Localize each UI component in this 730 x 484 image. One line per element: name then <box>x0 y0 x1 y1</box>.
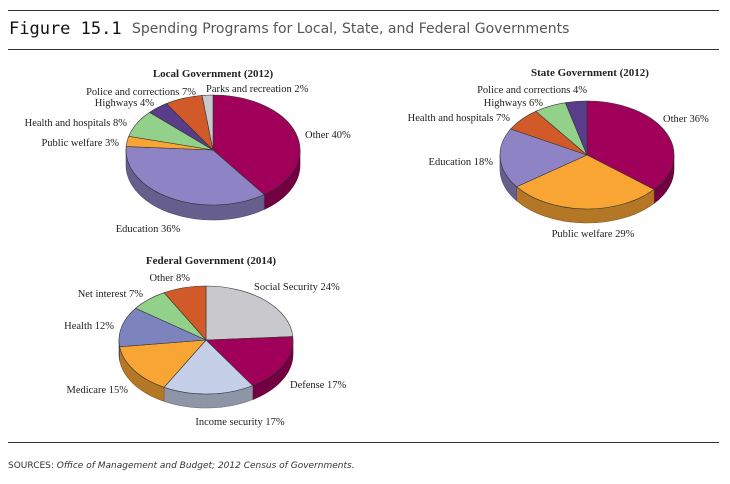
pie-chart-3: Federal Government (2014) Social Security… <box>64 255 346 428</box>
figure-title: Spending Programs for Local, State, and … <box>132 21 570 37</box>
pie-label-1-7: Parks and recreation 2% <box>206 84 309 95</box>
pie-slice-2-1 <box>586 100 675 190</box>
pie-slice-2-6 <box>564 100 588 156</box>
sources-text: Office of Management and Budget; 2012 Ce… <box>56 461 355 471</box>
pie-slice-2-3 <box>499 128 588 188</box>
pie-slice-1-2 <box>125 146 265 206</box>
title-rule <box>8 49 719 50</box>
pie-title-1: Local Government (2012) <box>153 68 274 80</box>
pie-slice-3-1 <box>205 285 294 341</box>
pie-label-2-4: Health and hospitals 7% <box>408 113 511 124</box>
bottom-rule <box>8 442 719 443</box>
pie-chart-2: State Government (2012) Other 36% Public w… <box>408 67 709 240</box>
pie-label-3-4: Medicare 15% <box>66 385 128 396</box>
pie-label-3-3: Income security 17% <box>195 417 284 428</box>
sources-note: SOURCES: Office of Management and Budget… <box>8 461 355 471</box>
pie-chart-1: Local Government (2012) Other 40% Educatio… <box>25 68 351 235</box>
top-rule <box>8 10 719 11</box>
sources-label: SOURCES: <box>8 461 54 471</box>
pie-title-3: Federal Government (2014) <box>146 255 276 267</box>
pie-slice-2-2 <box>516 154 655 210</box>
pie-label-3-1: Social Security 24% <box>254 282 340 293</box>
pie-label-1-6: Police and corrections 7% <box>86 87 196 98</box>
pie-label-3-2: Defense 17% <box>290 380 347 391</box>
pie-label-1-5: Highways 4% <box>95 98 154 109</box>
pie-label-3-7: Other 8% <box>149 273 190 284</box>
pie-slice-3-7 <box>163 285 207 341</box>
pie-label-2-2: Public welfare 29% <box>552 229 635 240</box>
pie-slice-3-2 <box>205 336 294 386</box>
pie-label-1-4: Health and hospitals 8% <box>25 118 128 129</box>
pie-label-2-6: Police and corrections 4% <box>477 85 587 96</box>
figure-number: Figure 15.1 <box>9 19 122 39</box>
pie-slice-3-5 <box>118 307 207 348</box>
pie-slice-1-1 <box>212 94 301 195</box>
pie-slice-1-7 <box>201 94 214 151</box>
pie-label-2-3: Education 18% <box>429 157 494 168</box>
pie-title-2: State Government (2012) <box>531 67 649 79</box>
pie-label-2-1: Other 36% <box>663 114 709 125</box>
pie-label-1-3: Public welfare 3% <box>41 138 119 149</box>
pie-label-2-5: Highways 6% <box>484 98 543 109</box>
pie-slice-3-3 <box>163 339 254 395</box>
pie-label-1-1: Other 40% <box>305 130 351 141</box>
pie-label-3-5: Health 12% <box>64 321 114 332</box>
pie-label-3-6: Net interest 7% <box>78 289 144 300</box>
pie-slice-3-4 <box>119 339 207 388</box>
pie-label-1-2: Education 36% <box>116 224 181 235</box>
